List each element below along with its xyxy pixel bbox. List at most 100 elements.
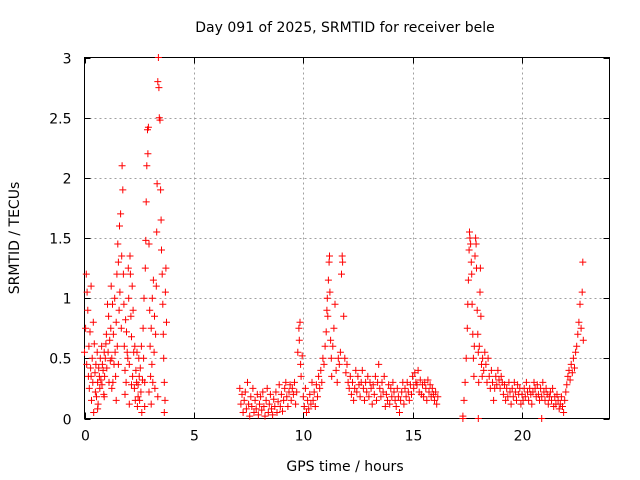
data-point bbox=[423, 396, 431, 404]
data-point bbox=[522, 378, 530, 386]
data-point bbox=[283, 393, 291, 401]
data-point bbox=[544, 400, 552, 408]
data-point bbox=[140, 354, 148, 362]
y-tick-label: 1 bbox=[63, 292, 72, 308]
data-point bbox=[252, 405, 260, 413]
data-point bbox=[378, 378, 386, 386]
data-point bbox=[161, 288, 169, 296]
data-point bbox=[387, 384, 395, 392]
data-point bbox=[259, 388, 267, 396]
data-point bbox=[392, 403, 400, 410]
data-point bbox=[121, 390, 129, 398]
data-point bbox=[469, 354, 477, 362]
data-point bbox=[275, 381, 283, 389]
data-point bbox=[239, 409, 247, 416]
data-point bbox=[112, 318, 120, 326]
data-point bbox=[274, 398, 282, 406]
data-point bbox=[368, 400, 376, 408]
data-point bbox=[390, 388, 398, 396]
data-point bbox=[242, 405, 250, 413]
data-point bbox=[94, 405, 102, 413]
data-point bbox=[347, 390, 355, 398]
data-point bbox=[499, 390, 507, 398]
data-point bbox=[376, 384, 384, 392]
data-point bbox=[266, 390, 274, 398]
data-point bbox=[320, 360, 328, 368]
data-point bbox=[548, 396, 555, 404]
data-point bbox=[475, 342, 483, 350]
data-point bbox=[295, 336, 303, 344]
y-tick-label: 0 bbox=[63, 413, 72, 429]
data-point bbox=[107, 282, 115, 290]
data-point bbox=[521, 393, 529, 401]
data-point bbox=[317, 366, 325, 374]
data-point bbox=[474, 415, 482, 422]
data-point bbox=[287, 396, 295, 404]
data-point bbox=[468, 270, 476, 278]
data-point bbox=[350, 396, 358, 404]
data-point bbox=[297, 360, 305, 368]
data-point bbox=[273, 409, 281, 416]
data-point bbox=[325, 258, 333, 266]
data-point bbox=[318, 378, 326, 386]
data-point bbox=[257, 393, 265, 401]
data-point bbox=[405, 396, 413, 404]
data-point bbox=[276, 403, 284, 410]
data-point bbox=[431, 396, 438, 404]
data-point bbox=[247, 393, 255, 401]
data-point bbox=[159, 330, 167, 338]
data-point bbox=[475, 378, 483, 386]
data-point bbox=[132, 366, 140, 374]
data-point bbox=[433, 400, 441, 408]
data-point bbox=[489, 378, 496, 386]
data-point bbox=[554, 396, 562, 404]
data-point bbox=[284, 403, 292, 410]
data-point bbox=[386, 400, 394, 408]
x-axis-label: GPS time / hours bbox=[286, 459, 403, 475]
data-point bbox=[137, 388, 145, 396]
data-point bbox=[272, 388, 280, 396]
data-point bbox=[579, 258, 587, 266]
data-point bbox=[539, 378, 547, 386]
data-point bbox=[373, 396, 380, 404]
data-point bbox=[484, 354, 492, 362]
data-point bbox=[507, 400, 515, 408]
data-point bbox=[95, 364, 103, 372]
data-point bbox=[145, 240, 153, 248]
data-point bbox=[264, 409, 272, 416]
data-point bbox=[482, 360, 490, 368]
data-point bbox=[571, 364, 578, 372]
data-point bbox=[480, 366, 488, 374]
data-point bbox=[310, 388, 318, 396]
data-point bbox=[578, 288, 586, 296]
data-point bbox=[472, 240, 480, 248]
data-point bbox=[560, 409, 568, 416]
data-point bbox=[160, 354, 168, 362]
data-point bbox=[402, 393, 410, 401]
data-point bbox=[323, 306, 331, 314]
data-point bbox=[528, 400, 536, 408]
data-point bbox=[142, 198, 150, 206]
data-point bbox=[121, 366, 129, 374]
data-point bbox=[100, 393, 108, 401]
data-point bbox=[394, 393, 402, 401]
data-point bbox=[327, 336, 335, 344]
data-point bbox=[293, 388, 301, 396]
data-point bbox=[143, 162, 151, 170]
data-point bbox=[326, 252, 333, 260]
data-point bbox=[109, 300, 116, 308]
data-point bbox=[424, 376, 432, 384]
data-point bbox=[116, 222, 123, 230]
data-point bbox=[91, 369, 99, 377]
data-point bbox=[82, 270, 90, 278]
data-point bbox=[559, 403, 566, 410]
y-tick-label: 1.5 bbox=[49, 232, 71, 248]
data-point bbox=[111, 348, 119, 356]
data-point bbox=[564, 372, 572, 380]
data-point bbox=[147, 324, 155, 332]
data-point bbox=[131, 342, 139, 350]
data-point bbox=[281, 384, 289, 392]
data-point bbox=[136, 396, 144, 404]
data-point bbox=[236, 384, 244, 392]
data-point bbox=[123, 328, 130, 336]
